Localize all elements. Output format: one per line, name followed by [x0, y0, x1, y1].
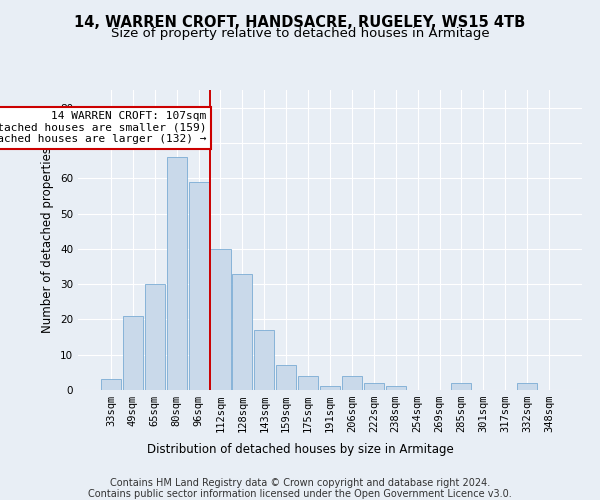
Bar: [364, 383, 384, 390]
Text: Distribution of detached houses by size in Armitage: Distribution of detached houses by size …: [146, 442, 454, 456]
Bar: [386, 386, 406, 390]
Bar: [101, 380, 121, 390]
Bar: [123, 316, 143, 390]
Bar: [211, 249, 230, 390]
Bar: [320, 386, 340, 390]
Bar: [145, 284, 165, 390]
Bar: [342, 376, 362, 390]
Text: Size of property relative to detached houses in Armitage: Size of property relative to detached ho…: [110, 28, 490, 40]
Bar: [517, 383, 537, 390]
Text: 14, WARREN CROFT, HANDSACRE, RUGELEY, WS15 4TB: 14, WARREN CROFT, HANDSACRE, RUGELEY, WS…: [74, 15, 526, 30]
Y-axis label: Number of detached properties: Number of detached properties: [41, 147, 55, 333]
Bar: [254, 330, 274, 390]
Text: 14 WARREN CROFT: 107sqm
← 55% of detached houses are smaller (159)
45% of semi-d: 14 WARREN CROFT: 107sqm ← 55% of detache…: [0, 111, 206, 144]
Text: Contains HM Land Registry data © Crown copyright and database right 2024.: Contains HM Land Registry data © Crown c…: [110, 478, 490, 488]
Bar: [298, 376, 318, 390]
Bar: [451, 383, 472, 390]
Bar: [232, 274, 253, 390]
Bar: [188, 182, 209, 390]
Text: Contains public sector information licensed under the Open Government Licence v3: Contains public sector information licen…: [88, 489, 512, 499]
Bar: [276, 366, 296, 390]
Bar: [167, 157, 187, 390]
